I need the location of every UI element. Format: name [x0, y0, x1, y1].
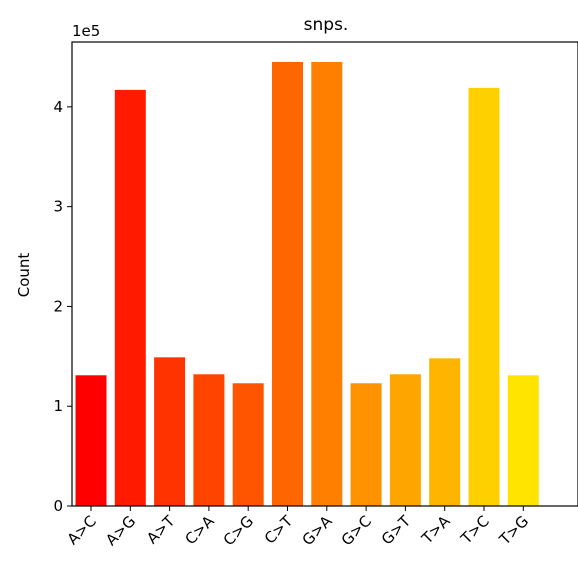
- bar-A-to-C: [75, 375, 107, 506]
- bar-C-to-T: [272, 61, 303, 506]
- bar-C-to-G: [232, 383, 264, 506]
- x-tick-label: T>G: [495, 512, 532, 549]
- x-tick-label: C>T: [261, 512, 297, 548]
- y-axis-ticks: 0 1 2 3 4: [53, 98, 72, 515]
- bar-G-to-A: [311, 61, 343, 506]
- y-multiplier-label: 1e5: [72, 22, 100, 40]
- y-axis-label: Count: [15, 253, 33, 298]
- y-tick-label: 2: [53, 297, 63, 315]
- x-axis-ticks: A>C A>G A>T C>A C>G C>T G>A G>C G>T T>A T>C T>G: [64, 506, 532, 550]
- x-tick-label: G>A: [299, 512, 337, 550]
- x-tick-label: G>T: [378, 512, 415, 549]
- bar-T-to-A: [429, 358, 461, 506]
- bar-A-to-T: [154, 357, 186, 506]
- chart-title: snps.: [304, 15, 349, 35]
- x-tick-label: A>C: [64, 512, 100, 548]
- x-tick-label: C>G: [220, 512, 257, 549]
- bars-group: [75, 61, 539, 507]
- bar-A-to-G: [114, 89, 146, 506]
- x-tick-label: T>C: [457, 512, 493, 548]
- bar-G-to-C: [350, 383, 382, 506]
- bar-T-to-G: [507, 375, 539, 506]
- bar-C-to-A: [193, 374, 225, 506]
- bar-T-to-C: [468, 87, 500, 507]
- plot-frame: [71, 41, 578, 507]
- x-tick-label: C>A: [181, 512, 218, 549]
- y-tick-label: 1: [53, 397, 63, 415]
- bar-G-to-T: [389, 374, 421, 506]
- y-tick-label: 0: [53, 497, 63, 515]
- x-tick-label: T>A: [417, 512, 454, 549]
- x-tick-label: A>G: [102, 512, 139, 549]
- y-tick-label: 3: [53, 198, 63, 216]
- y-tick-label: 4: [53, 98, 63, 116]
- x-tick-label: A>T: [143, 512, 179, 548]
- x-tick-label: G>C: [338, 512, 375, 549]
